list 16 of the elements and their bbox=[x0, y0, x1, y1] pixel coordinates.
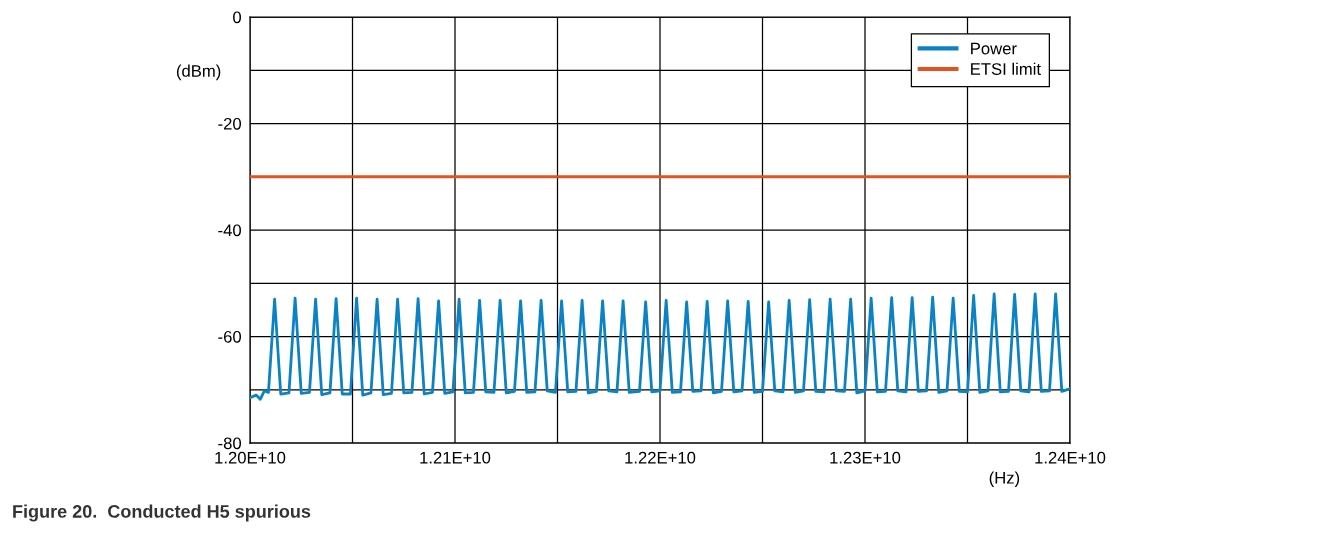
x-tick-label: 1.24E+10 bbox=[1035, 451, 1106, 464]
x-axis-title: (Hz) bbox=[989, 471, 1020, 487]
y-tick-label: -20 bbox=[218, 117, 242, 130]
y-tick-label: -80 bbox=[218, 437, 242, 450]
line-series bbox=[250, 292, 1070, 401]
text: Figure 20. Conducted H5 spurious bbox=[13, 504, 311, 522]
x-tick-label: 1.22E+10 bbox=[625, 451, 696, 464]
x-tick-label: 1.23E+10 bbox=[830, 451, 901, 464]
y-tick-label: 0 bbox=[233, 11, 242, 24]
y-tick-label: -60 bbox=[218, 330, 242, 343]
legend-label: Power bbox=[971, 42, 1017, 55]
x-tick-label: 1.20E+10 bbox=[215, 451, 286, 464]
x-tick-label: 1.21E+10 bbox=[420, 451, 491, 464]
y-tick-label: -40 bbox=[218, 224, 242, 237]
y-axis-title: (dBm) bbox=[176, 64, 221, 81]
legend-label: ETSI limit bbox=[971, 62, 1041, 75]
